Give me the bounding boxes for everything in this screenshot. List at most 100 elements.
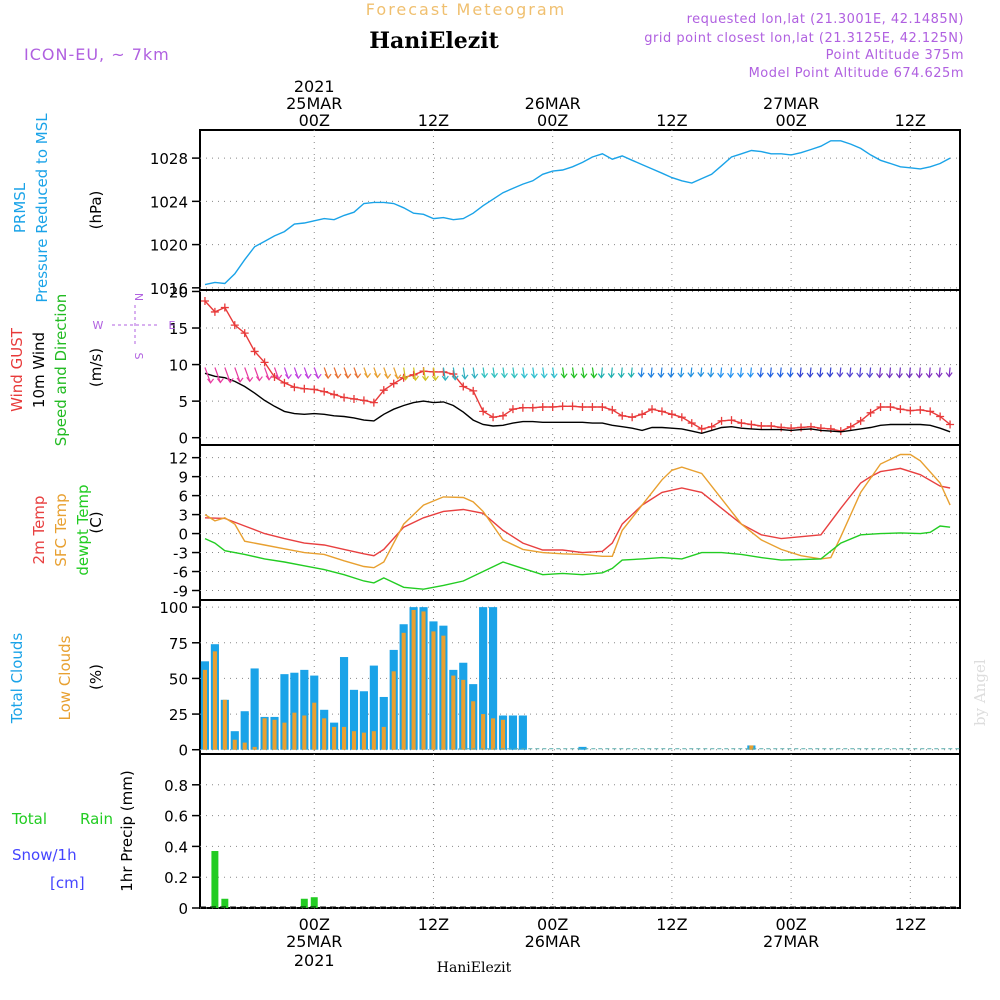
wind-arrow-head [727,372,735,379]
total-cloud-bar [479,607,488,750]
wind-arrow [472,367,476,379]
y-axis-label: 1hr Precip (mm) [118,770,136,891]
wind-arrow [918,367,921,378]
y-axis-label: (hPa) [87,191,105,230]
gust-marker [260,358,269,367]
low-cloud-bar [242,742,247,750]
gust-marker [369,398,378,407]
wind-arrow-head [935,372,943,379]
wind-arrow-head [816,372,824,378]
wind-arrow [234,367,241,383]
dewpt-label: dewpt Temp [74,484,92,575]
wind-arrow [720,367,723,378]
wind-arrow [729,367,733,378]
top-hour-label: 00Z [299,111,330,130]
wind-arrow [888,367,892,378]
wind-arrow [224,367,231,383]
wind-arrow-head [402,375,409,381]
wind-arrow-head [226,377,234,384]
wind-arrow-head [255,376,263,382]
gust-marker [846,422,855,431]
wind-arrow [869,367,872,378]
y-tick-label: 6 [178,488,188,506]
top-hour-label: 00Z [537,111,568,130]
gust-marker [727,416,736,425]
gust-marker [906,406,915,415]
wind-arrow-head [441,375,449,382]
low-cloud-bar [441,635,446,750]
gust-marker [320,387,329,396]
wind-arrow [680,367,683,377]
wind-arrow [928,367,931,378]
wind-arrow [422,367,427,381]
bottom-hour-label: 12Z [656,915,687,934]
wind-arrow [244,367,251,382]
gust-marker [707,422,716,431]
y-tick-label: 0 [178,430,188,448]
wind-arrow-head [314,373,322,380]
total-cloud-bar [240,711,249,750]
low-cloud-bar [361,732,366,750]
wind-arrow [769,367,772,377]
wind-arrow [214,367,221,383]
wind-arrow-head [471,373,479,379]
low-cloud-bar [411,609,416,750]
low-cloud-bar [491,718,496,750]
total-cloud-bar [290,672,299,750]
station-name: HaniElezit [369,28,499,54]
bottom-hour-label: 00Z [775,915,806,934]
low-cloud-bar [322,718,327,750]
wind-arrow-head [294,373,302,380]
pressure-label-long: Pressure Reduced to MSL [33,113,51,303]
wind-arrow-head [304,373,312,380]
gust-marker [657,407,666,416]
compass-s: S [132,353,145,360]
wind-arrow [690,367,693,377]
series-sfc_temp [204,453,951,569]
gust-marker [548,402,557,411]
gust-marker [340,393,349,402]
grid-point-location: grid point closest lon,lat (21.3125E, 42… [644,31,964,46]
compass-e: E [169,319,176,332]
wind-arrow-head [617,372,625,379]
wind-arrow-head [461,374,469,380]
total-cloud-label: Total Clouds [8,633,26,725]
wind-arrow [600,367,603,378]
gust-marker [856,416,865,425]
sfc-temp-label: SFC Temp [52,493,70,566]
gust-marker [508,405,517,414]
rain-bar [211,851,219,908]
y-tick-label: 0 [178,900,188,918]
wind-arrow [839,367,842,377]
total-cloud-bar [379,696,388,750]
low-cloud-bar [431,631,436,750]
gust-marker [896,405,905,414]
low-cloud-bar [342,726,347,750]
y-tick-label: 0.6 [164,808,188,826]
wind-arrow-head [637,372,645,378]
y-tick-label: 1016 [150,280,188,298]
wind-arrow-head [647,372,655,379]
wind-arrow-head [324,373,332,380]
y-tick-label: -6 [173,564,188,582]
total-cloud-bar [300,669,309,750]
wind-arrow-head [394,374,402,380]
wind-arrow-head [530,373,538,379]
gust-marker [946,420,955,429]
top-date-label: 27MAR [763,94,819,113]
bottom-date-label: 26MAR [525,932,581,951]
y-tick-label: 3 [178,507,188,525]
wind-arrow-head [746,372,754,378]
wind-arrow [660,367,663,378]
wind-arrow [749,367,752,377]
wind-arrow-head [412,375,419,382]
wind-arrow [878,367,882,378]
y-tick-label: 1028 [150,150,188,168]
low-cloud-bar [202,669,208,750]
gust-marker [459,382,468,391]
gust-marker [250,347,259,356]
y-tick-label: 0.2 [164,869,188,887]
wind-arrow-head [510,373,518,379]
gust-marker [330,390,339,399]
